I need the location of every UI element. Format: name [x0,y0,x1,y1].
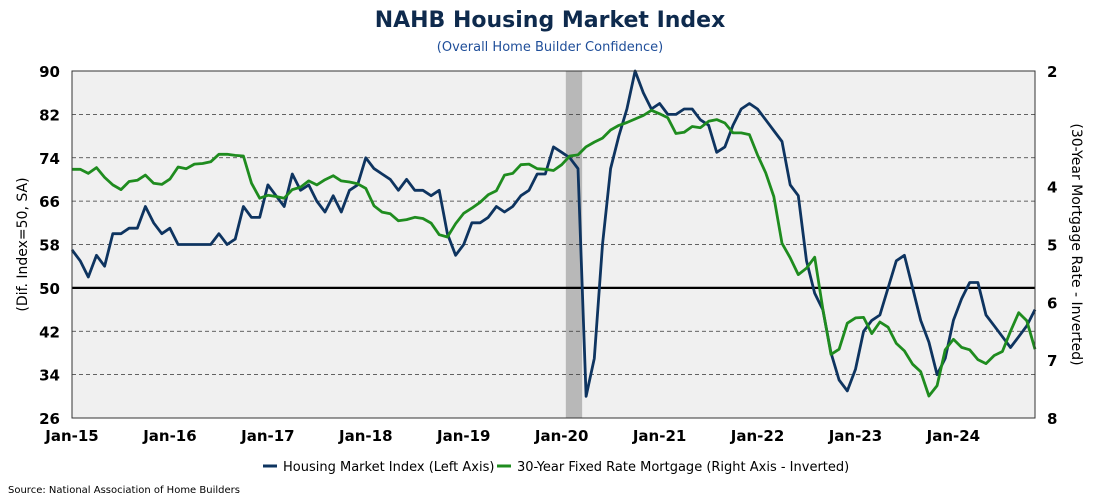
legend-label-mortgage-rate: 30-Year Fixed Rate Mortgage (Right Axis … [517,460,849,475]
x-tick-label: Jan-22 [730,427,784,445]
y-right-axis-title: (30-Year Mortgage Rate - Inverted) [1068,123,1084,365]
plot-area [72,71,1035,418]
y-right-tick-label: 5 [1047,237,1057,255]
series-line-housing-index [70,69,1037,398]
y-left-tick-label: 58 [39,237,60,255]
x-tick-label: Jan-20 [534,427,588,445]
x-tick-label: Jan-15 [44,427,98,445]
y-left-tick-label: 82 [39,106,60,124]
y-left-tick-label: 50 [39,280,60,298]
x-tick-label: Jan-23 [828,427,882,445]
y-right-tick-label: 8 [1047,410,1057,428]
plot-border [71,70,1036,419]
y-right-tick-label: 4 [1047,179,1057,197]
y-left-tick-label: 90 [39,63,60,81]
x-tick-label: Jan-18 [338,427,392,445]
legend-label-housing-index: Housing Market Index (Left Axis) [283,460,494,475]
y-left-tick-label: 66 [39,193,60,211]
chart-subtitle: (Overall Home Builder Confidence) [436,40,664,55]
y-left-tick-label: 74 [39,150,60,168]
y-left-tick-label: 26 [39,410,60,428]
series-line-mortgage-rate [72,108,1037,398]
x-tick-label: Jan-16 [142,427,196,445]
x-tick-label: Jan-17 [240,427,294,445]
y-left-tick-label: 42 [39,323,60,341]
source-note: Source: National Association of Home Bui… [8,485,240,496]
y-left-axis-title: (Dif. Index=50, SA) [15,177,31,311]
y-right-tick-label: 6 [1047,294,1057,312]
y-right-tick-label: 7 [1047,352,1057,370]
x-tick-label: Jan-24 [926,427,980,445]
chart-title: NAHB Housing Market Index [374,8,726,33]
y-right-tick-label: 2 [1047,63,1057,81]
x-tick-label: Jan-21 [632,427,686,445]
y-left-tick-label: 34 [39,367,60,385]
x-tick-label: Jan-19 [436,427,490,445]
